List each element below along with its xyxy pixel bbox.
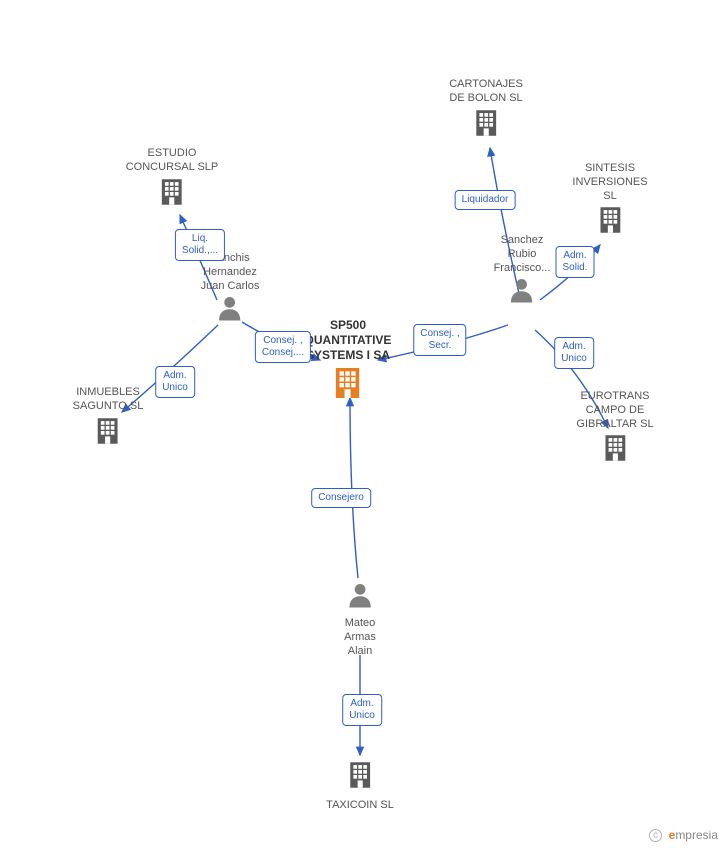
node-sanchez[interactable]: Sanchez Rubio Francisco... — [494, 232, 551, 310]
person-icon — [507, 275, 537, 305]
node-sanchis[interactable]: Sanchis Hernandez Juan Carlos — [201, 250, 260, 328]
node-label: ESTUDIO CONCURSAL SLP — [126, 147, 219, 175]
node-inmuebles[interactable]: INMUEBLES SAGUNTO SL — [73, 384, 144, 453]
edge-label: Adm.Unico — [554, 337, 594, 369]
edge-label: Liq.Solid.,... — [175, 229, 225, 261]
node-label: Mateo Armas Alain — [344, 617, 376, 658]
node-label: SINTESIS INVERSIONES SL — [572, 162, 647, 203]
node-label: Sanchez Rubio Francisco... — [494, 234, 551, 275]
person-icon — [215, 293, 245, 323]
node-label: CARTONAJES DE BOLON SL — [449, 78, 523, 106]
building-icon — [598, 431, 632, 465]
node-label: EUROTRANS CAMPO DE GIBRALTAR SL — [576, 390, 653, 431]
building-icon — [155, 175, 189, 209]
edge-label: Liquidador — [455, 190, 516, 210]
node-cartonajes[interactable]: CARTONAJES DE BOLON SL — [449, 76, 523, 145]
node-mateo[interactable]: Mateo Armas Alain — [344, 580, 376, 658]
node-taxicoin[interactable]: TAXICOIN SL — [326, 758, 394, 813]
copyright: c empresia — [649, 828, 718, 842]
edge-label: Consej. ,Secr. — [413, 324, 466, 356]
copyright-symbol: c — [649, 829, 662, 842]
building-icon — [593, 203, 627, 237]
edge-label: Consej. ,Consej.... — [255, 331, 311, 363]
building-icon — [91, 414, 125, 448]
node-label: TAXICOIN SL — [326, 799, 394, 813]
edge-label: Adm.Solid. — [555, 246, 594, 278]
building-icon — [469, 106, 503, 140]
person-icon — [345, 580, 375, 610]
node-eurotrans[interactable]: EUROTRANS CAMPO DE GIBRALTAR SL — [576, 388, 653, 470]
node-sintesis[interactable]: SINTESIS INVERSIONES SL — [572, 160, 647, 242]
node-label: INMUEBLES SAGUNTO SL — [73, 386, 144, 414]
node-center[interactable]: SP500 QUANTITATIVE SYSTEMS I SA — [305, 316, 392, 408]
edge-label: Adm.Unico — [342, 694, 382, 726]
diagram-canvas: SP500 QUANTITATIVE SYSTEMS I SA CARTONAJ… — [0, 0, 728, 850]
edge-label: Adm.Unico — [155, 366, 195, 398]
building-icon — [328, 363, 368, 403]
node-label: SP500 QUANTITATIVE SYSTEMS I SA — [305, 318, 392, 363]
brand-rest: mpresia — [675, 828, 718, 842]
node-estudio[interactable]: ESTUDIO CONCURSAL SLP — [126, 145, 219, 214]
building-icon — [343, 758, 377, 792]
edge-label: Consejero — [311, 488, 371, 508]
